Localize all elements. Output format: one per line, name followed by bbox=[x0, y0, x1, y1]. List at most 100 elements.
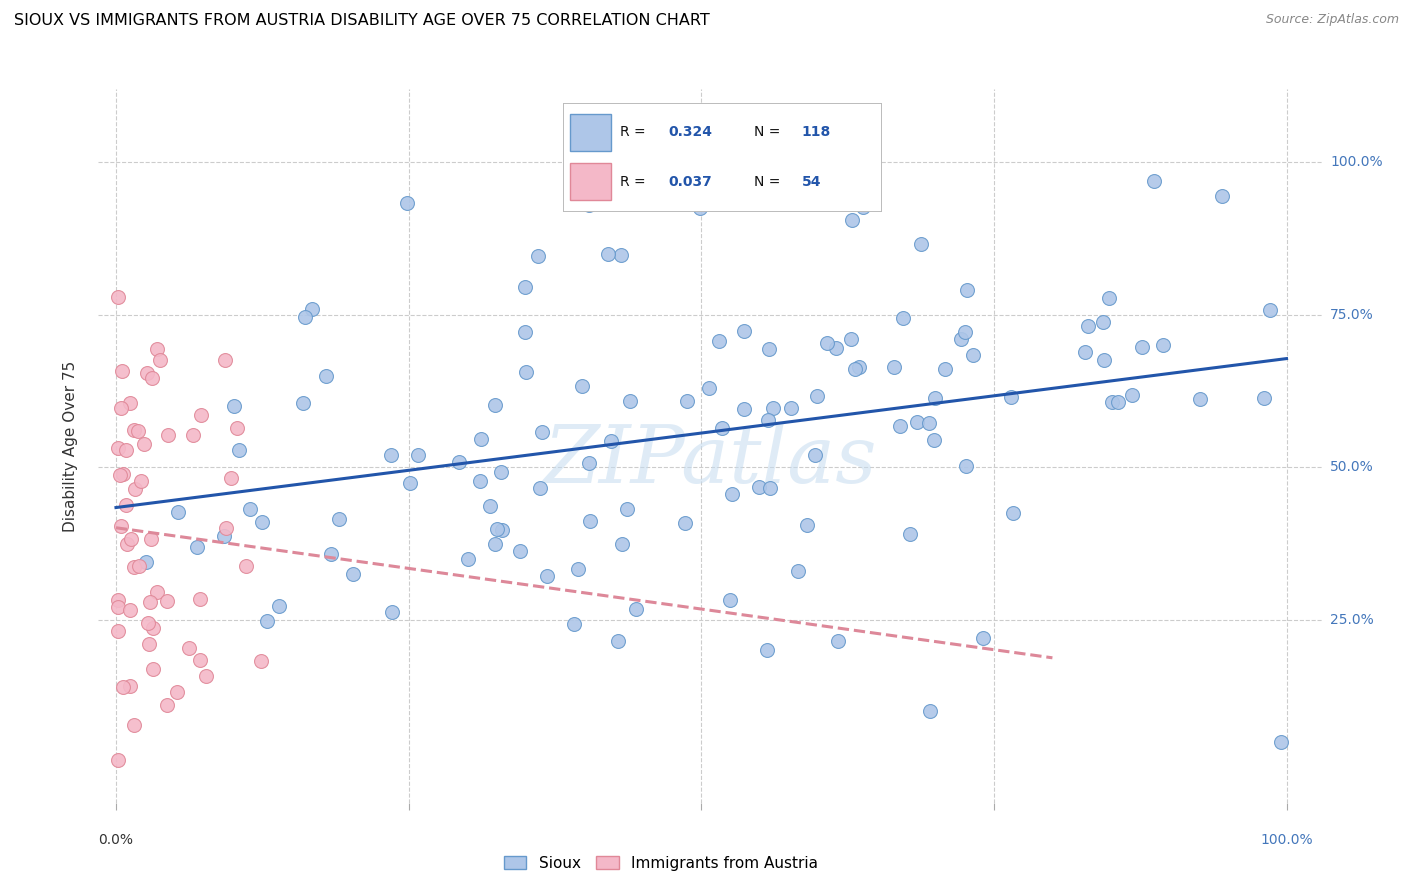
Point bbox=[215, 521, 238, 535]
Point bbox=[124, 559, 146, 574]
Point bbox=[673, 516, 696, 531]
Point bbox=[827, 634, 849, 648]
Point bbox=[889, 418, 911, 433]
Point bbox=[905, 415, 928, 429]
Point bbox=[824, 342, 846, 356]
Point bbox=[235, 559, 257, 574]
Point bbox=[491, 523, 513, 537]
Point bbox=[891, 310, 914, 325]
Point bbox=[186, 540, 208, 554]
Point bbox=[139, 595, 162, 609]
Point bbox=[953, 325, 976, 339]
Point bbox=[142, 662, 165, 676]
Point bbox=[112, 467, 135, 481]
Point bbox=[530, 425, 553, 440]
Point bbox=[328, 511, 350, 525]
Text: Source: ZipAtlas.com: Source: ZipAtlas.com bbox=[1265, 13, 1399, 27]
Point bbox=[146, 342, 169, 356]
Point bbox=[562, 617, 585, 632]
Point bbox=[616, 502, 638, 516]
Point bbox=[689, 201, 711, 215]
Point bbox=[718, 593, 741, 607]
Point bbox=[224, 400, 246, 414]
Point bbox=[758, 342, 780, 356]
Point bbox=[1107, 394, 1129, 409]
Point bbox=[624, 602, 647, 616]
Point bbox=[128, 559, 150, 574]
Text: 100.0%: 100.0% bbox=[1260, 833, 1313, 847]
Point bbox=[212, 528, 235, 542]
Point bbox=[214, 352, 236, 367]
Point bbox=[796, 518, 818, 533]
Point bbox=[167, 505, 190, 519]
Point bbox=[269, 599, 291, 614]
Point bbox=[190, 409, 212, 423]
Point bbox=[110, 519, 132, 533]
Point bbox=[529, 481, 551, 495]
Point bbox=[239, 501, 262, 516]
Point bbox=[898, 527, 921, 541]
Point bbox=[676, 393, 699, 408]
Point bbox=[515, 365, 537, 379]
Point bbox=[924, 391, 946, 405]
Point bbox=[806, 389, 828, 403]
Point bbox=[188, 653, 211, 667]
Point bbox=[598, 246, 620, 260]
Point bbox=[619, 393, 641, 408]
Point bbox=[571, 379, 593, 393]
Point bbox=[107, 441, 129, 455]
Point bbox=[489, 465, 512, 479]
Point bbox=[136, 615, 159, 630]
Point bbox=[748, 480, 770, 494]
Point bbox=[141, 371, 163, 385]
Point bbox=[972, 631, 994, 645]
Point bbox=[883, 359, 905, 374]
Text: ZIPatlas: ZIPatlas bbox=[543, 422, 877, 499]
Point bbox=[934, 362, 956, 376]
Point bbox=[1152, 338, 1174, 352]
Point bbox=[733, 325, 755, 339]
Point bbox=[955, 458, 977, 473]
Point bbox=[844, 362, 866, 376]
Point bbox=[124, 482, 146, 496]
Point bbox=[120, 679, 142, 693]
Point bbox=[256, 614, 278, 628]
Point bbox=[848, 359, 870, 374]
Y-axis label: Disability Age Over 75: Disability Age Over 75 bbox=[63, 360, 77, 532]
Point bbox=[1211, 188, 1233, 202]
Point bbox=[1143, 174, 1166, 188]
Point bbox=[194, 669, 217, 683]
Point bbox=[804, 448, 827, 462]
Point bbox=[709, 334, 731, 348]
Point bbox=[129, 474, 152, 488]
Point bbox=[509, 544, 531, 558]
Point bbox=[950, 332, 973, 346]
Point bbox=[1098, 291, 1121, 305]
Text: 100.0%: 100.0% bbox=[1330, 155, 1382, 169]
Point bbox=[1001, 506, 1024, 520]
Point bbox=[536, 569, 558, 583]
Point bbox=[115, 442, 138, 457]
Point bbox=[1074, 344, 1097, 359]
Point bbox=[470, 432, 492, 446]
Text: 75.0%: 75.0% bbox=[1330, 308, 1374, 322]
Point bbox=[1077, 319, 1099, 334]
Point bbox=[166, 684, 188, 698]
Point bbox=[1000, 390, 1022, 404]
Point bbox=[342, 566, 364, 581]
Point bbox=[815, 336, 838, 351]
Point bbox=[107, 592, 129, 607]
Point bbox=[139, 532, 162, 546]
Point bbox=[449, 455, 471, 469]
Point bbox=[156, 594, 179, 608]
Point bbox=[484, 398, 506, 412]
Point bbox=[136, 366, 159, 380]
Point bbox=[120, 532, 142, 546]
Point bbox=[108, 467, 131, 482]
Text: 25.0%: 25.0% bbox=[1330, 613, 1374, 627]
Point bbox=[578, 198, 600, 212]
Point bbox=[107, 600, 129, 615]
Point bbox=[733, 401, 755, 416]
Point bbox=[579, 514, 602, 528]
Point bbox=[910, 236, 932, 251]
